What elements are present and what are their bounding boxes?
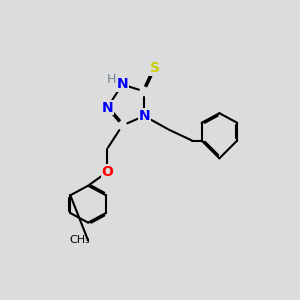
Text: O: O — [101, 165, 113, 179]
Text: N: N — [138, 109, 150, 123]
Text: H: H — [107, 73, 116, 85]
Text: N: N — [101, 101, 113, 115]
Text: N: N — [116, 77, 128, 92]
Text: CH₃: CH₃ — [69, 236, 90, 245]
Text: S: S — [150, 61, 160, 75]
